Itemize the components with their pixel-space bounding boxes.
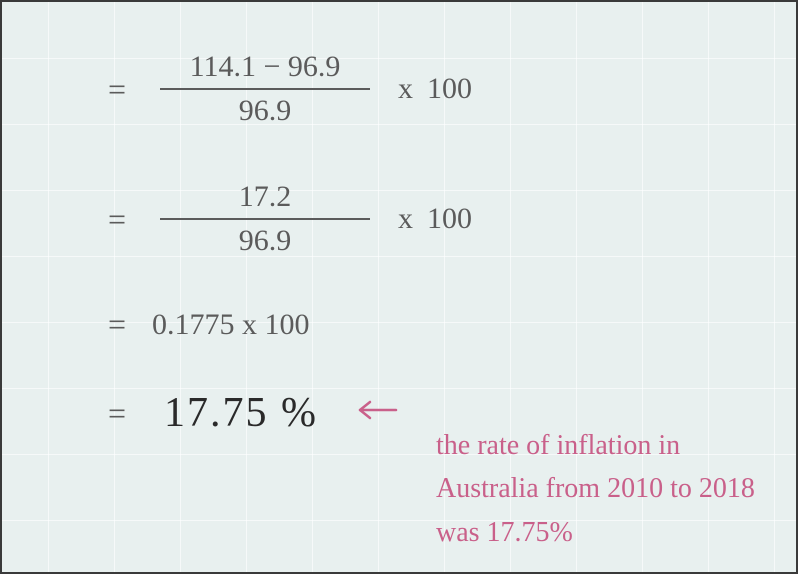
result-value: 17.75 % xyxy=(164,389,318,437)
times-operator: x xyxy=(398,72,413,106)
step-3: = 0.1775 x 100 xyxy=(108,306,798,343)
fraction-1: 114.1 − 96.9 96.9 xyxy=(160,46,370,132)
step-2: = 17.2 96.9 x 100 xyxy=(108,176,798,262)
multiplier: 100 xyxy=(427,202,472,236)
equals-sign: = xyxy=(108,201,152,238)
arrow-left-icon xyxy=(354,396,398,430)
numerator: 17.2 xyxy=(227,176,304,218)
equals-sign: = xyxy=(108,306,152,343)
equation-panel: = 114.1 − 96.9 96.9 x 100 = 17.2 96.9 x … xyxy=(0,0,798,437)
equals-sign: = xyxy=(108,395,152,432)
step-1: = 114.1 − 96.9 96.9 x 100 xyxy=(108,46,798,132)
annotation-text: the rate of inflation in Australia from … xyxy=(436,424,780,554)
fraction-2: 17.2 96.9 xyxy=(160,176,370,262)
times-operator: x xyxy=(398,202,413,236)
expression: 0.1775 x 100 xyxy=(152,308,310,342)
equals-sign: = xyxy=(108,71,152,108)
denominator: 96.9 xyxy=(227,220,304,262)
denominator: 96.9 xyxy=(227,90,304,132)
multiplier: 100 xyxy=(427,72,472,106)
numerator: 114.1 − 96.9 xyxy=(178,46,353,88)
